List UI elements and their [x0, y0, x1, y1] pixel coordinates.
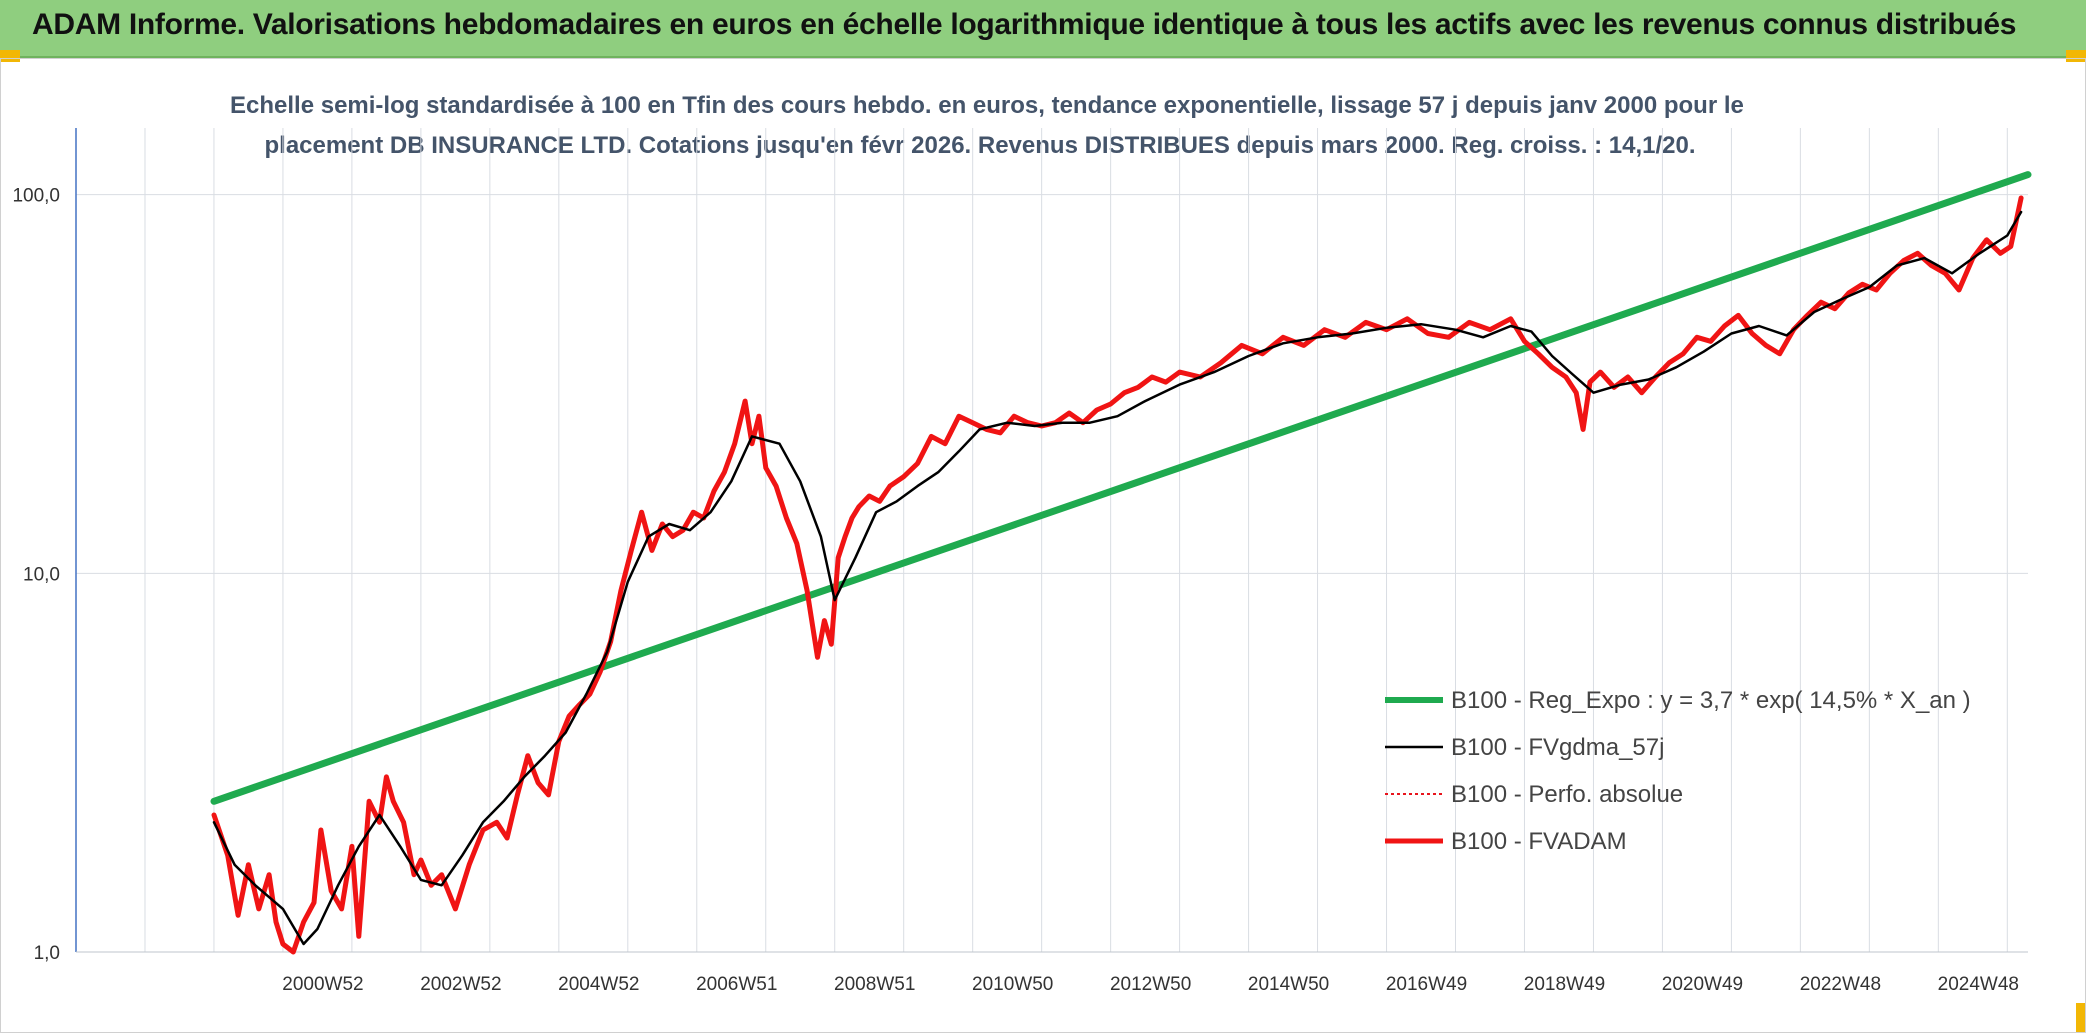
- x-tick-label: 2002W52: [420, 974, 501, 995]
- y-axis-tick-labels: 1,0 10,0 100,0: [12, 186, 60, 964]
- y-tick-label: 100,0: [12, 186, 60, 207]
- chart-subtitle-line-1: Echelle semi-log standardisée à 100 en T…: [230, 92, 1744, 119]
- report-title: ADAM Informe. Valorisations hebdomadaire…: [32, 8, 2017, 41]
- corner-marker-left: [0, 50, 20, 62]
- series-line-3: [211, 195, 2024, 955]
- x-tick-label: 2024W48: [1938, 974, 2019, 995]
- x-tick-label: 2006W51: [696, 974, 777, 995]
- y-tick-label: 10,0: [23, 564, 60, 585]
- chart-subtitle-line-2: placement DB INSURANCE LTD. Cotations ju…: [264, 132, 1696, 159]
- legend-entry-0: B100 - Reg_Expo : y = 3,7 * exp( 14,5% *…: [1451, 687, 1971, 714]
- x-tick-label: 2016W49: [1386, 974, 1467, 995]
- chart-legend: B100 - Reg_Expo : y = 3,7 * exp( 14,5% *…: [1385, 687, 1971, 855]
- report-header: ADAM Informe. Valorisations hebdomadaire…: [0, 0, 2086, 58]
- corner-marker-right: [2066, 50, 2086, 62]
- series-line-0: [210, 171, 2032, 805]
- x-tick-label: 2014W50: [1248, 974, 1329, 995]
- legend-entry-2: B100 - Perfo. absolue: [1451, 781, 1683, 808]
- chart-axes: [75, 128, 2028, 953]
- x-tick-label: 2022W48: [1800, 974, 1881, 995]
- chart-series-lines: [210, 171, 2032, 955]
- x-tick-label: 2000W52: [282, 974, 363, 995]
- x-tick-label: 2008W51: [834, 974, 915, 995]
- series-line-1: [212, 210, 2023, 946]
- x-tick-label: 2004W52: [558, 974, 639, 995]
- y-tick-label: 1,0: [34, 943, 60, 964]
- x-tick-label: 2010W50: [972, 974, 1053, 995]
- x-tick-label: 2018W49: [1524, 974, 1605, 995]
- corner-marker-bottom-right: [2076, 1003, 2086, 1033]
- legend-entry-1: B100 - FVgdma_57j: [1451, 734, 1664, 761]
- x-tick-label: 2012W50: [1110, 974, 1191, 995]
- legend-entry-3: B100 - FVADAM: [1451, 828, 1627, 855]
- x-tick-label: 2020W49: [1662, 974, 1743, 995]
- x-axis-tick-labels: 2000W52 2002W52 2004W52 2006W51 2008W51 2010W…: [282, 974, 2019, 995]
- chart-subtitle: Echelle semi-log standardisée à 100 en T…: [230, 86, 1744, 166]
